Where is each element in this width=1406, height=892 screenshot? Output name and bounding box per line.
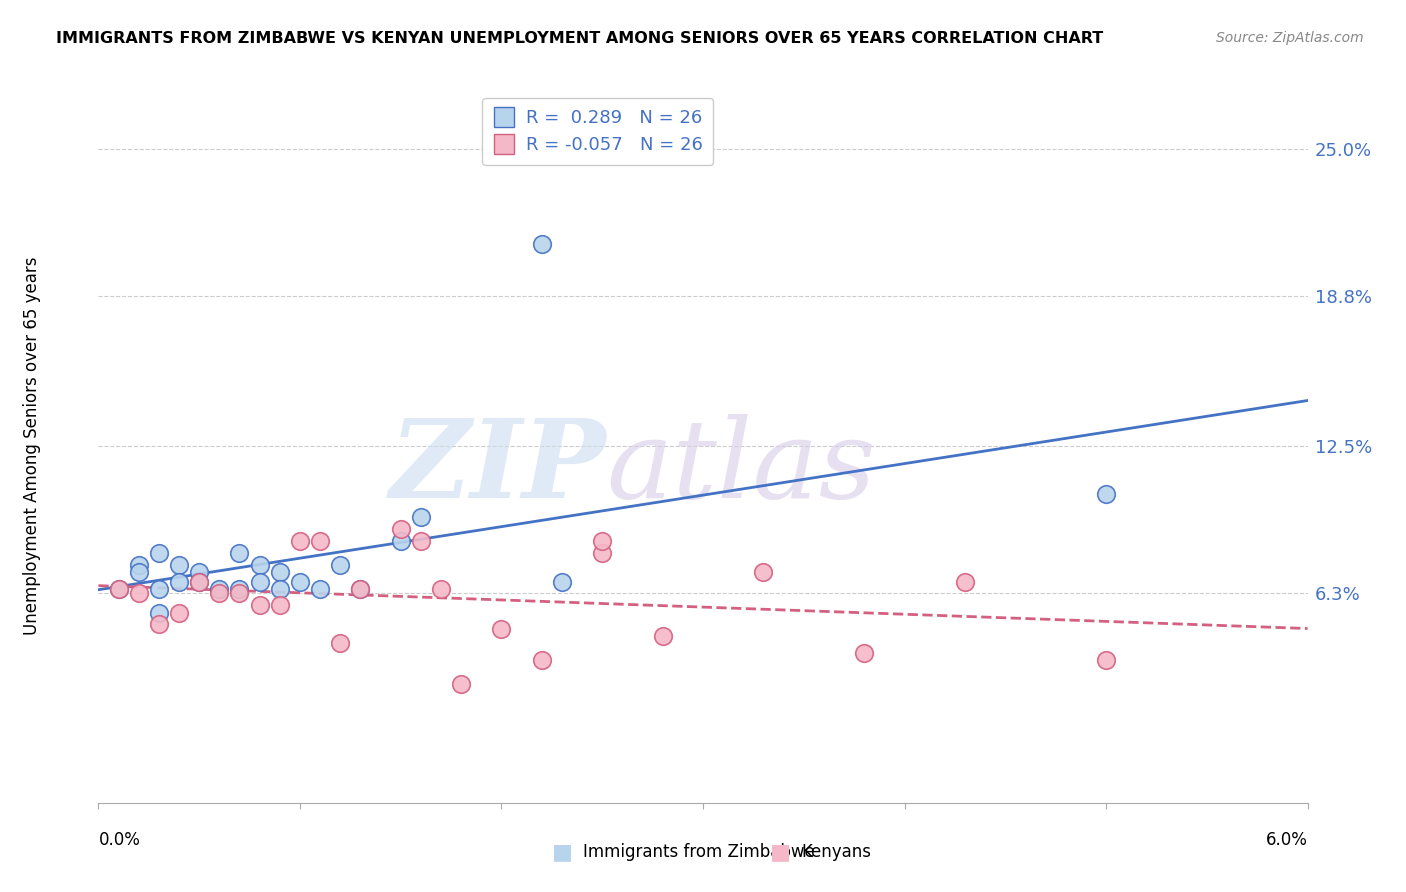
Point bbox=[591, 534, 613, 549]
Text: atlas: atlas bbox=[606, 414, 876, 521]
Point bbox=[249, 558, 271, 572]
Point bbox=[148, 582, 170, 596]
Point bbox=[128, 586, 150, 600]
Text: ZIP: ZIP bbox=[389, 414, 606, 521]
Text: 6.0%: 6.0% bbox=[1265, 831, 1308, 849]
Text: Source: ZipAtlas.com: Source: ZipAtlas.com bbox=[1216, 31, 1364, 45]
Point bbox=[188, 565, 211, 579]
Point bbox=[228, 586, 250, 600]
Point bbox=[389, 534, 412, 549]
Point bbox=[853, 646, 876, 660]
Point bbox=[651, 629, 673, 643]
Point bbox=[329, 636, 352, 650]
Point bbox=[530, 653, 553, 667]
Text: ■: ■ bbox=[770, 842, 790, 862]
Point bbox=[953, 574, 976, 589]
Text: 0.0%: 0.0% bbox=[98, 831, 141, 849]
Point bbox=[430, 582, 453, 596]
Point bbox=[450, 677, 472, 691]
Point bbox=[107, 582, 129, 596]
Text: ■: ■ bbox=[553, 842, 572, 862]
Point bbox=[288, 534, 311, 549]
Point bbox=[591, 546, 613, 560]
Point bbox=[329, 558, 352, 572]
Point bbox=[188, 574, 211, 589]
Point bbox=[167, 558, 190, 572]
Point bbox=[1095, 486, 1118, 500]
Text: Immigrants from Zimbabwe: Immigrants from Zimbabwe bbox=[583, 843, 815, 861]
Point bbox=[148, 546, 170, 560]
Point bbox=[389, 522, 412, 536]
Point bbox=[349, 582, 371, 596]
Point bbox=[249, 574, 271, 589]
Point bbox=[228, 546, 250, 560]
Point bbox=[269, 565, 291, 579]
Point bbox=[107, 582, 129, 596]
Text: IMMIGRANTS FROM ZIMBABWE VS KENYAN UNEMPLOYMENT AMONG SENIORS OVER 65 YEARS CORR: IMMIGRANTS FROM ZIMBABWE VS KENYAN UNEMP… bbox=[56, 31, 1104, 46]
Point bbox=[309, 582, 332, 596]
Text: Kenyans: Kenyans bbox=[801, 843, 872, 861]
Point bbox=[409, 534, 432, 549]
Point bbox=[148, 617, 170, 632]
Point bbox=[228, 582, 250, 596]
Point bbox=[491, 622, 513, 636]
Point bbox=[128, 565, 150, 579]
Point bbox=[288, 574, 311, 589]
Point bbox=[148, 606, 170, 620]
Point bbox=[530, 236, 553, 251]
Text: Unemployment Among Seniors over 65 years: Unemployment Among Seniors over 65 years bbox=[22, 257, 41, 635]
Point bbox=[349, 582, 371, 596]
Point bbox=[188, 574, 211, 589]
Point bbox=[551, 574, 574, 589]
Point bbox=[1095, 653, 1118, 667]
Legend: R =  0.289   N = 26, R = -0.057   N = 26: R = 0.289 N = 26, R = -0.057 N = 26 bbox=[482, 98, 713, 165]
Point bbox=[752, 565, 775, 579]
Point bbox=[269, 582, 291, 596]
Point bbox=[167, 606, 190, 620]
Point bbox=[208, 586, 231, 600]
Point bbox=[269, 599, 291, 613]
Point bbox=[309, 534, 332, 549]
Point bbox=[128, 558, 150, 572]
Point bbox=[208, 582, 231, 596]
Point bbox=[409, 510, 432, 524]
Point bbox=[167, 574, 190, 589]
Point bbox=[249, 599, 271, 613]
